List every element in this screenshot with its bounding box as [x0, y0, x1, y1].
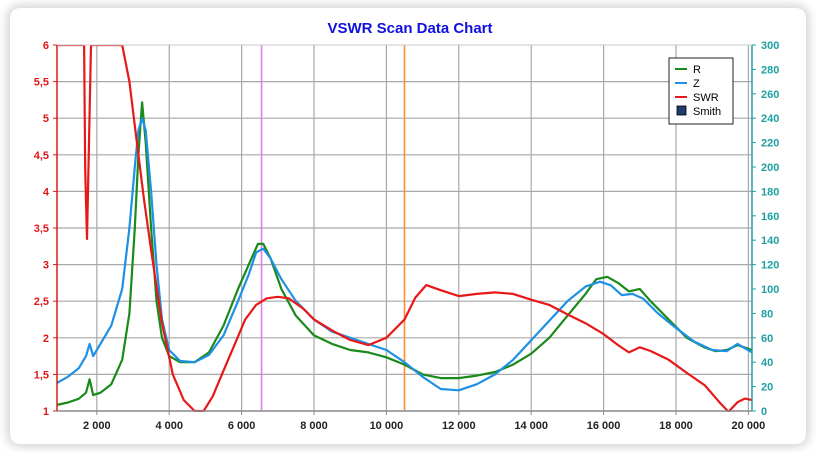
x-tick-label: 14 000 — [514, 420, 548, 432]
left-tick-label: 3 — [43, 260, 49, 272]
left-tick-label: 5 — [43, 113, 49, 125]
x-tick-label: 12 000 — [442, 420, 476, 432]
marker-lines — [260, 45, 406, 411]
right-tick-label: 60 — [761, 333, 773, 345]
series-layer — [57, 45, 752, 412]
series-line-swr — [57, 45, 752, 412]
left-tick-label: 1,5 — [34, 369, 49, 381]
right-tick-label: 0 — [761, 406, 767, 418]
right-tick-label: 40 — [761, 357, 773, 369]
left-tick-label: 4 — [43, 186, 50, 198]
x-tick-label: 16 000 — [587, 420, 621, 432]
x-tick-label: 20 000 — [732, 420, 766, 432]
right-tick-label: 180 — [761, 186, 779, 198]
chart-title: VSWR Scan Data Chart — [327, 20, 492, 37]
left-tick-label: 1 — [43, 406, 49, 418]
x-tick-label: 2 000 — [83, 420, 111, 432]
left-tick-label: 5,5 — [34, 77, 49, 89]
right-tick-label: 200 — [761, 162, 779, 174]
right-tick-label: 260 — [761, 89, 779, 101]
right-tick-label: 160 — [761, 211, 779, 223]
series-line-r — [57, 101, 752, 406]
x-tick-label: 4 000 — [155, 420, 183, 432]
legend-label: R — [693, 64, 701, 76]
legend-label: Z — [693, 78, 700, 90]
axes — [53, 44, 756, 415]
legend: RZ SWR Smith — [668, 57, 734, 125]
tick-labels: 1 1,5 2 2,5 3 3,5 4 4,5 5 5,5 6 2 000 4 000 6 000 8 00… — [34, 40, 780, 432]
right-tick-label: 300 — [761, 40, 779, 52]
x-tick-label: 18 000 — [659, 420, 693, 432]
x-tick-label: 10 000 — [370, 420, 404, 432]
x-tick-label: 6 000 — [228, 420, 256, 432]
legend-label: SWR — [693, 92, 719, 104]
left-tick-label: 3,5 — [34, 223, 49, 235]
series-line-z — [57, 117, 752, 392]
x-tick-label: 8 000 — [300, 420, 328, 432]
left-tick-label: 2,5 — [34, 296, 49, 308]
left-tick-label: 6 — [43, 40, 49, 52]
right-tick-label: 240 — [761, 113, 779, 125]
left-tick-label: 2 — [43, 333, 49, 345]
right-tick-label: 80 — [761, 308, 773, 320]
left-tick-label: 4,5 — [34, 150, 49, 162]
right-tick-label: 140 — [761, 235, 779, 247]
legend-swatch-smith — [676, 105, 687, 116]
right-tick-label: 100 — [761, 284, 779, 296]
right-tick-label: 120 — [761, 260, 779, 272]
right-tick-label: 220 — [761, 138, 779, 150]
right-tick-label: 20 — [761, 382, 773, 394]
legend-label: Smith — [693, 106, 721, 118]
right-tick-label: 280 — [761, 64, 779, 76]
